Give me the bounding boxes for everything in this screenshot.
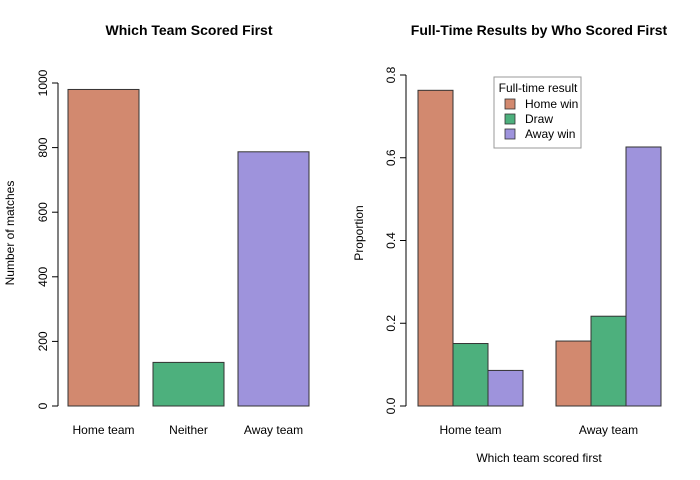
y-axis-label: Number of matches	[3, 181, 17, 286]
y-tick-label: 0.4	[384, 232, 398, 249]
y-tick-label: 0.8	[384, 66, 398, 83]
legend-swatch	[504, 113, 516, 125]
y-tick-label: 800	[36, 137, 50, 157]
legend: Full-time result Home win Draw Away win	[493, 76, 582, 149]
y-tick-label: 400	[36, 266, 50, 286]
bar-away-team	[237, 151, 310, 407]
chart-title: Which Team Scored First	[106, 22, 273, 38]
y-tick-label: 0.2	[384, 315, 398, 332]
y-tick-label: 200	[36, 331, 50, 351]
bar-away-team-home-win	[555, 340, 592, 407]
y-tick-label: 0.0	[384, 397, 398, 414]
bar-away-team-away-win	[625, 146, 662, 407]
x-tick-labels: Home team Neither Away team	[72, 423, 303, 437]
bars	[67, 88, 310, 407]
y-tick-label: 600	[36, 202, 50, 222]
x-tick-labels: Home team Away team	[439, 423, 638, 437]
bar-away-team-draw	[590, 315, 627, 407]
legend-swatch	[504, 98, 516, 110]
chart-which-team-scored-first: Which Team Scored First Number of matche…	[3, 22, 310, 437]
y-axis: 0.0 0.2 0.4 0.6 0.8	[384, 66, 407, 414]
chart-full-time-results: Full-Time Results by Who Scored First Pr…	[352, 22, 668, 465]
bar-home-team-away-win	[487, 369, 524, 407]
legend-entry-away-win: Away win	[504, 127, 575, 141]
x-tick-label: Away team	[579, 423, 638, 437]
bar-home-team-draw	[452, 343, 489, 407]
legend-title: Full-time result	[499, 81, 578, 95]
x-axis-label: Which team scored first	[476, 451, 602, 465]
bar-home-team-home-win	[417, 89, 454, 407]
chart-title: Full-Time Results by Who Scored First	[411, 22, 668, 38]
legend-label: Away win	[525, 127, 575, 141]
y-tick-label: 0.6	[384, 149, 398, 166]
legend-entry-draw: Draw	[504, 112, 553, 126]
x-tick-label: Home team	[72, 423, 134, 437]
bar-neither	[152, 361, 225, 407]
y-axis-label: Proportion	[352, 205, 366, 260]
bars	[417, 89, 662, 407]
y-axis: 0 200 400 600 800 1000	[36, 69, 59, 409]
bar-home-team	[67, 88, 140, 407]
legend-label: Home win	[525, 97, 578, 111]
x-tick-label: Neither	[169, 423, 208, 437]
legend-swatch	[504, 128, 516, 140]
legend-label: Draw	[525, 112, 553, 126]
legend-entry-home-win: Home win	[504, 97, 578, 111]
x-tick-label: Home team	[439, 423, 501, 437]
y-tick-label: 1000	[36, 69, 50, 96]
x-tick-label: Away team	[244, 423, 303, 437]
y-tick-label: 0	[36, 402, 50, 409]
